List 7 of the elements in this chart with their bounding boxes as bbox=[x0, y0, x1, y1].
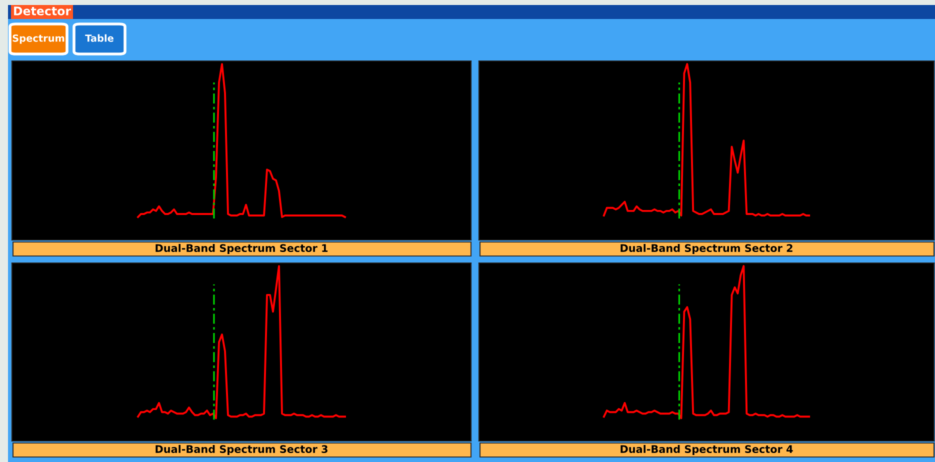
text: Table bbox=[85, 34, 114, 42]
text: Dual-Band Spectrum Sector 4 bbox=[620, 444, 793, 456]
text: Detector bbox=[14, 6, 71, 16]
text: Spectrum bbox=[12, 34, 64, 44]
text: Dual-Band Spectrum Sector 1 bbox=[156, 244, 328, 254]
text: Dual-Band Spectrum Sector 3 bbox=[156, 444, 328, 456]
text: Dual-Band Spectrum Sector 2 bbox=[620, 244, 792, 254]
